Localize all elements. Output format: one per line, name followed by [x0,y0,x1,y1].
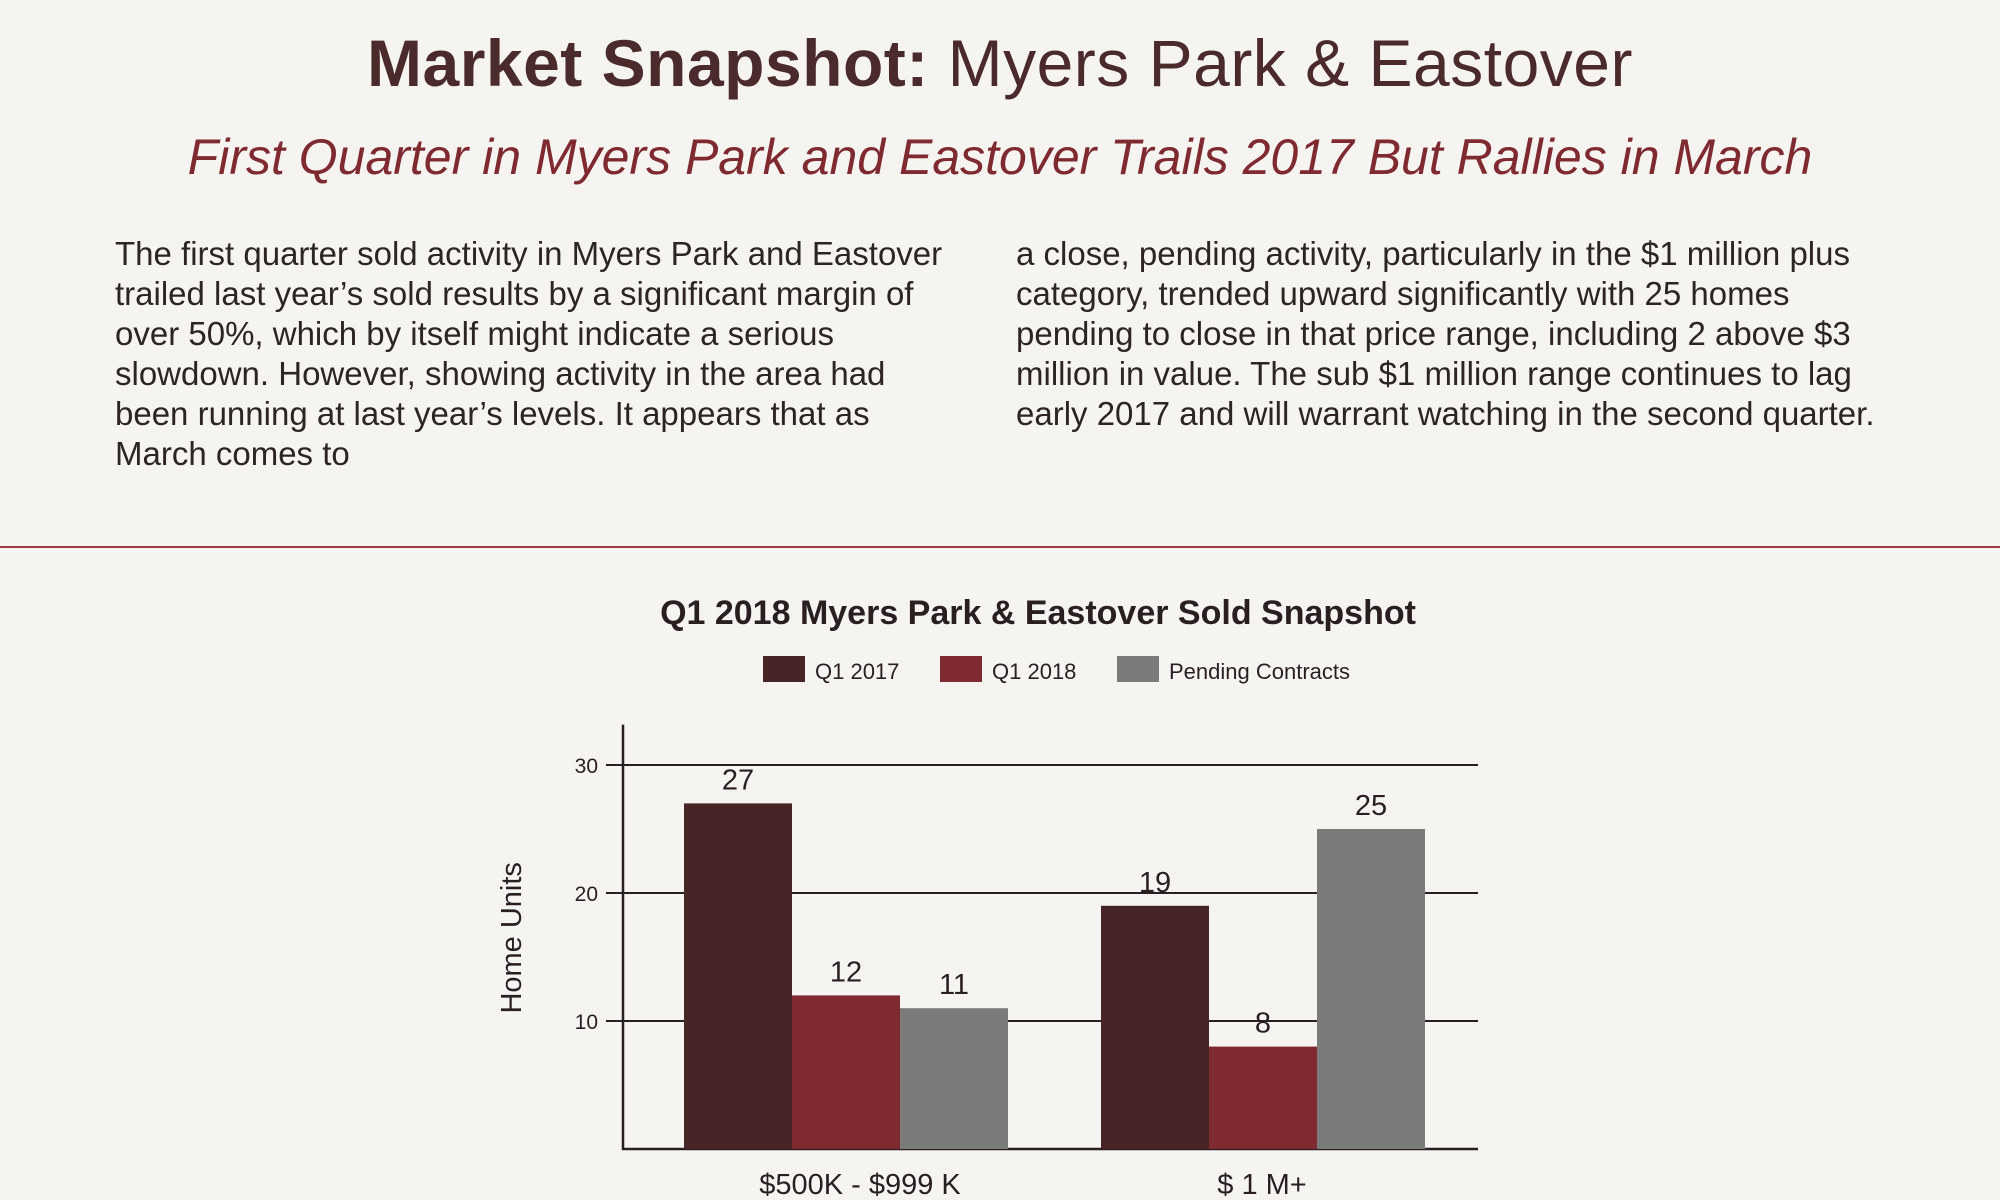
title-bold: Market Snapshot: [367,26,929,100]
data-label-2-3: 25 [1355,790,1387,822]
bar-2-3 [1317,829,1425,1149]
legend-label-3: Pending Contracts [1169,659,1350,684]
legend-swatch-2 [940,656,982,682]
body-paragraph-left: The first quarter sold activity in Myers… [115,235,943,472]
y-tick-label-30: 30 [575,755,598,778]
bar-1-2 [792,995,900,1149]
data-label-1-2: 12 [830,956,862,988]
body-column-left: The first quarter sold activity in Myers… [115,234,965,474]
data-label-1-3: 11 [939,969,969,1001]
legend-label-2: Q1 2018 [992,659,1076,684]
sold-snapshot-chart: Q1 2018 Myers Park & Eastover Sold Snaps… [496,594,1478,1200]
bar-1-1 [684,803,792,1149]
body-paragraph-right: a close, pending activity, particularly … [1016,235,1875,432]
bar-2-2 [1209,1046,1317,1149]
title-rest: Myers Park & Eastover [928,26,1633,100]
x-tick-label-2: $ 1 M+ [1217,1169,1306,1200]
legend-swatch-1 [763,656,805,682]
page-title: Market Snapshot: Myers Park & Eastover [0,18,2000,108]
page-subtitle: First Quarter in Myers Park and Eastover… [187,129,1813,185]
data-label-2-1: 19 [1139,867,1171,899]
legend-label-1: Q1 2017 [815,659,899,684]
data-label-2-2: 8 [1255,1008,1271,1040]
bar-2-1 [1101,905,1209,1149]
section-divider [0,546,2000,548]
x-tick-label-1: $500K - $999 K [759,1169,961,1200]
y-tick-label-20: 20 [575,883,598,906]
y-tick-label-10: 10 [575,1011,598,1034]
chart-title: Q1 2018 Myers Park & Eastover Sold Snaps… [660,594,1416,632]
bar-1-3 [900,1008,1008,1149]
y-axis-label: Home Units [496,862,528,1014]
body-column-right: a close, pending activity, particularly … [1016,234,1896,434]
legend-swatch-3 [1117,656,1159,682]
data-label-1-1: 27 [722,764,754,796]
